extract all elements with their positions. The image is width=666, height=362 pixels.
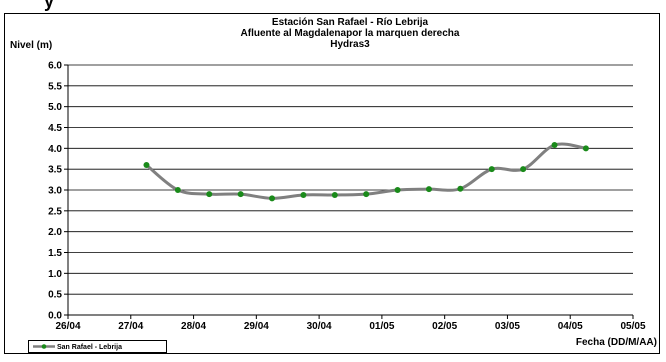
x-axis-title: Fecha (DD/M/AA) xyxy=(576,337,657,348)
y-tick-label: 5.5 xyxy=(48,81,62,92)
y-tick-label: 1.5 xyxy=(48,248,62,259)
data-point xyxy=(174,187,181,193)
data-point xyxy=(582,145,589,152)
x-tick-label: 05/05 xyxy=(620,321,645,332)
data-point xyxy=(237,191,244,198)
y-tick-label: 0.5 xyxy=(48,290,62,301)
x-tick-label: 30/04 xyxy=(307,321,332,332)
data-point xyxy=(143,162,150,168)
data-point xyxy=(551,142,558,148)
data-point xyxy=(269,195,276,202)
x-tick-label: 28/04 xyxy=(181,321,206,332)
chart-title-line: Hydras3 xyxy=(330,39,370,50)
data-point xyxy=(206,191,213,198)
header-fragment: y xyxy=(44,0,55,11)
legend-marker-swatch xyxy=(41,344,47,349)
data-point xyxy=(457,185,464,192)
y-tick-label: 4.5 xyxy=(48,123,62,134)
y-tick-label: 4.0 xyxy=(48,144,62,155)
chart-frame xyxy=(4,13,660,354)
x-tick-label: 01/05 xyxy=(369,321,394,332)
y-tick-label: 3.0 xyxy=(48,186,62,197)
data-point xyxy=(363,191,370,198)
data-point xyxy=(300,192,307,198)
y-tick-label: 6.0 xyxy=(48,61,62,72)
data-point xyxy=(520,166,527,173)
x-tick-label: 03/05 xyxy=(495,321,520,332)
legend-label: San Rafael - Lebrija xyxy=(57,344,122,351)
legend-box xyxy=(28,340,167,353)
y-axis-title: Nivel (m) xyxy=(10,40,52,51)
y-tick-label: 5.0 xyxy=(48,102,62,113)
x-tick-label: 26/04 xyxy=(55,321,80,332)
x-tick-label: 27/04 xyxy=(118,321,143,332)
chart-title-line: Afluente al Magdalenapor la marquen dere… xyxy=(241,28,460,39)
y-tick-label: 2.0 xyxy=(48,227,62,238)
data-point xyxy=(394,187,401,193)
y-tick-label: 0.0 xyxy=(48,311,62,322)
data-point xyxy=(488,166,495,173)
x-tick-label: 29/04 xyxy=(244,321,269,332)
data-point xyxy=(331,192,338,198)
data-point xyxy=(425,186,432,193)
chart-title-line: Estación San Rafael - Río Lebrija xyxy=(272,17,429,28)
x-tick-label: 02/05 xyxy=(432,321,457,332)
x-tick-label: 04/05 xyxy=(558,321,583,332)
y-tick-label: 3.5 xyxy=(48,165,62,176)
y-tick-label: 2.5 xyxy=(48,206,62,217)
y-tick-label: 1.0 xyxy=(48,269,62,280)
